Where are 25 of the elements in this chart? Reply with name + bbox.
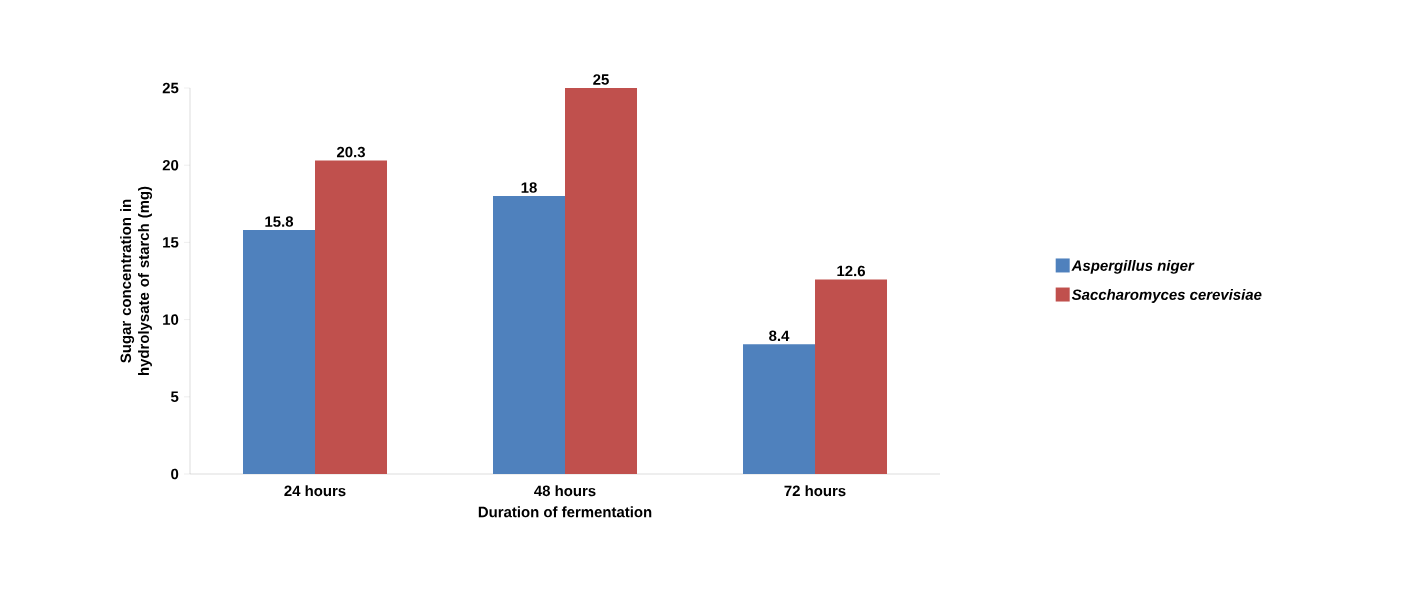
x-axis-title: Duration of fermentation bbox=[478, 506, 652, 518]
bar bbox=[243, 230, 315, 474]
y-tick-label: 20 bbox=[162, 159, 179, 171]
data-label: 15.8 bbox=[265, 216, 294, 227]
data-label: 12.6 bbox=[837, 265, 865, 277]
bar bbox=[815, 279, 888, 474]
legend-label: Saccharomyces cerevisiae bbox=[1071, 288, 1262, 303]
data-label: 20.3 bbox=[336, 146, 365, 158]
x-tick-label: 24 hours bbox=[284, 485, 346, 497]
x-tick-label: 72 hours bbox=[784, 485, 846, 497]
y-tick-label: 25 bbox=[162, 82, 179, 94]
y-tick-label: 5 bbox=[170, 391, 179, 403]
bar bbox=[315, 160, 387, 474]
y-tick-label: 15 bbox=[163, 237, 179, 248]
x-tick-label: 48 hours bbox=[534, 485, 596, 497]
bar bbox=[743, 344, 816, 474]
bar bbox=[565, 88, 637, 474]
legend-label: Aspergillus niger bbox=[1071, 259, 1195, 274]
data-label: 25 bbox=[593, 74, 609, 85]
y-tick-label: 10 bbox=[163, 314, 179, 325]
y-tick-label: 0 bbox=[171, 468, 179, 480]
bar bbox=[493, 196, 565, 474]
data-label: 18 bbox=[521, 182, 537, 193]
y-axis-title: Sugar concentration in hydrolysate of starch (mg) bbox=[120, 186, 153, 376]
data-label: 8.4 bbox=[769, 330, 790, 342]
